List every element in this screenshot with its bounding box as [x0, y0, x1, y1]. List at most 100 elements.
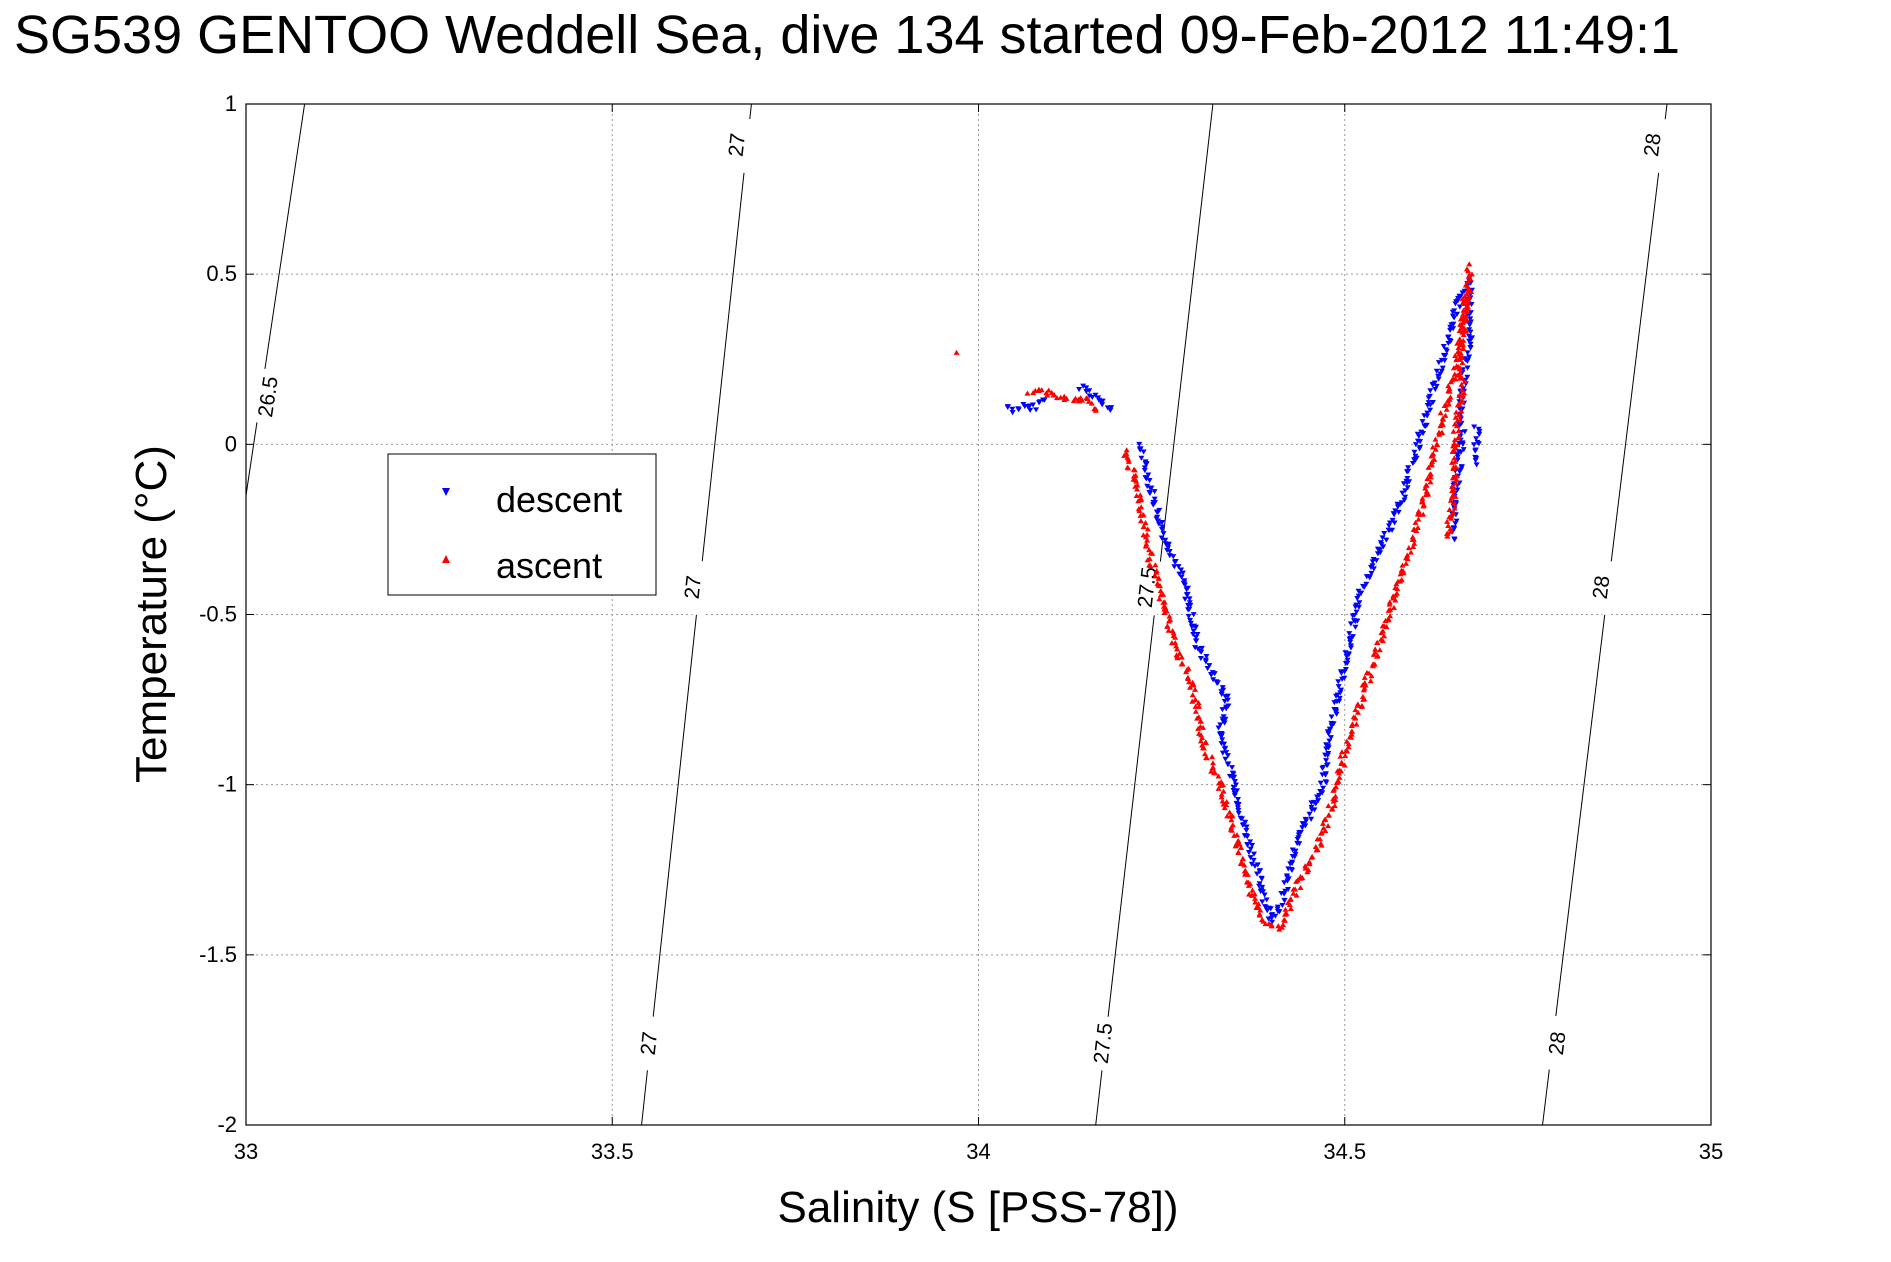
ascent-point — [1179, 661, 1186, 667]
descent-point — [1327, 726, 1334, 732]
descent-point — [1144, 483, 1151, 489]
contour-label-gap — [1087, 1015, 1120, 1072]
ascent-point — [1144, 526, 1151, 532]
descent-point — [1187, 602, 1194, 608]
descent-point — [1373, 558, 1380, 564]
descent-point — [1320, 785, 1327, 791]
descent-point — [1224, 697, 1231, 703]
descent-point — [1267, 906, 1274, 912]
ascent-point — [1203, 754, 1210, 761]
descent-point — [1452, 521, 1459, 527]
descent-point — [1456, 469, 1463, 475]
ascent-point — [1092, 407, 1099, 413]
ascent-point — [1447, 394, 1454, 400]
descent-point — [1338, 687, 1345, 693]
ascent-point — [1186, 679, 1193, 685]
descent-point — [1328, 714, 1335, 720]
ascent-point — [1425, 464, 1432, 470]
descent-point — [1400, 481, 1407, 487]
ascent-point — [1278, 924, 1285, 930]
descent-point — [1456, 293, 1463, 299]
descent-point — [1323, 758, 1330, 764]
ascent-point — [1451, 455, 1458, 461]
ascent-point — [1226, 809, 1233, 815]
ascent-point — [1219, 798, 1226, 804]
descent-point — [1380, 544, 1387, 550]
ascent-point — [1085, 398, 1092, 404]
descent-point — [1433, 383, 1440, 390]
descent-point — [1454, 454, 1461, 460]
descent-point — [1467, 345, 1474, 351]
descent-point — [1336, 695, 1343, 702]
descent-point — [1086, 393, 1093, 399]
ascent-point — [1437, 410, 1444, 416]
ascent-point — [1451, 505, 1458, 511]
descent-point — [1264, 908, 1271, 914]
ascent-point — [1202, 739, 1209, 745]
ascent-point — [1466, 261, 1473, 267]
ascent-point — [1137, 518, 1144, 524]
descent-point — [1244, 834, 1251, 840]
descent-point — [1464, 358, 1471, 364]
ascent-point — [1241, 862, 1248, 868]
ascent-point — [1376, 647, 1383, 653]
descent-point — [1274, 904, 1281, 910]
ascent-point — [1457, 369, 1464, 376]
ascent-point — [1259, 916, 1266, 922]
ascent-point — [1462, 282, 1469, 288]
ascent-point — [1464, 303, 1471, 309]
ascent-point — [1414, 524, 1421, 530]
descent-point — [1335, 684, 1342, 690]
ascent-point — [1238, 844, 1245, 850]
ascent-point — [1155, 575, 1162, 581]
contour-label: 27 — [725, 132, 750, 158]
descent-point — [1230, 771, 1237, 777]
ascent-point — [1425, 491, 1432, 497]
ascent-point — [1173, 646, 1180, 652]
ascent-point — [1280, 922, 1287, 928]
descent-point — [1041, 397, 1048, 403]
descent-point — [1190, 631, 1197, 638]
descent-point — [1178, 567, 1185, 573]
ascent-point — [1332, 796, 1339, 803]
ascent-point — [1459, 375, 1466, 381]
ascent-point — [1411, 540, 1418, 546]
descent-point — [1468, 336, 1475, 343]
descent-point — [1249, 842, 1256, 848]
descent-point — [1148, 485, 1155, 491]
ascent-point — [1456, 366, 1463, 372]
ascent-point — [1403, 560, 1410, 566]
ascent-point — [1294, 877, 1301, 883]
contour-label-gap — [1584, 558, 1618, 616]
descent-point — [1234, 797, 1241, 803]
x-axis-label: Salinity (S [PSS-78]) — [777, 1183, 1178, 1232]
descent-point — [1402, 494, 1409, 500]
descent-point — [1194, 631, 1201, 638]
descent-point — [1347, 639, 1354, 645]
descent-point — [1457, 449, 1464, 455]
ascent-point — [1423, 488, 1430, 494]
ascent-point — [1314, 847, 1321, 853]
ascent-point — [1200, 745, 1207, 751]
ascent-point — [1341, 762, 1348, 768]
descent-point — [1243, 828, 1250, 834]
descent-point — [1215, 725, 1222, 731]
ascent-point — [1187, 684, 1194, 690]
descent-point — [1447, 324, 1454, 330]
descent-point — [1243, 824, 1250, 830]
descent-point — [1258, 876, 1265, 882]
descent-point — [1347, 621, 1354, 627]
ascent-point — [1390, 604, 1397, 611]
descent-point — [1333, 711, 1340, 717]
ascent-point — [1459, 398, 1466, 404]
ascent-point — [1189, 698, 1196, 704]
ascent-point — [1223, 798, 1230, 805]
ascent-point — [1458, 381, 1465, 387]
descent-point — [1108, 405, 1115, 411]
ascent-point — [1424, 476, 1431, 482]
descent-point — [1186, 596, 1193, 602]
ascent-point — [1185, 665, 1192, 671]
ascent-point — [1367, 678, 1374, 684]
descent-point — [1472, 458, 1479, 464]
descent-point — [1473, 436, 1480, 442]
